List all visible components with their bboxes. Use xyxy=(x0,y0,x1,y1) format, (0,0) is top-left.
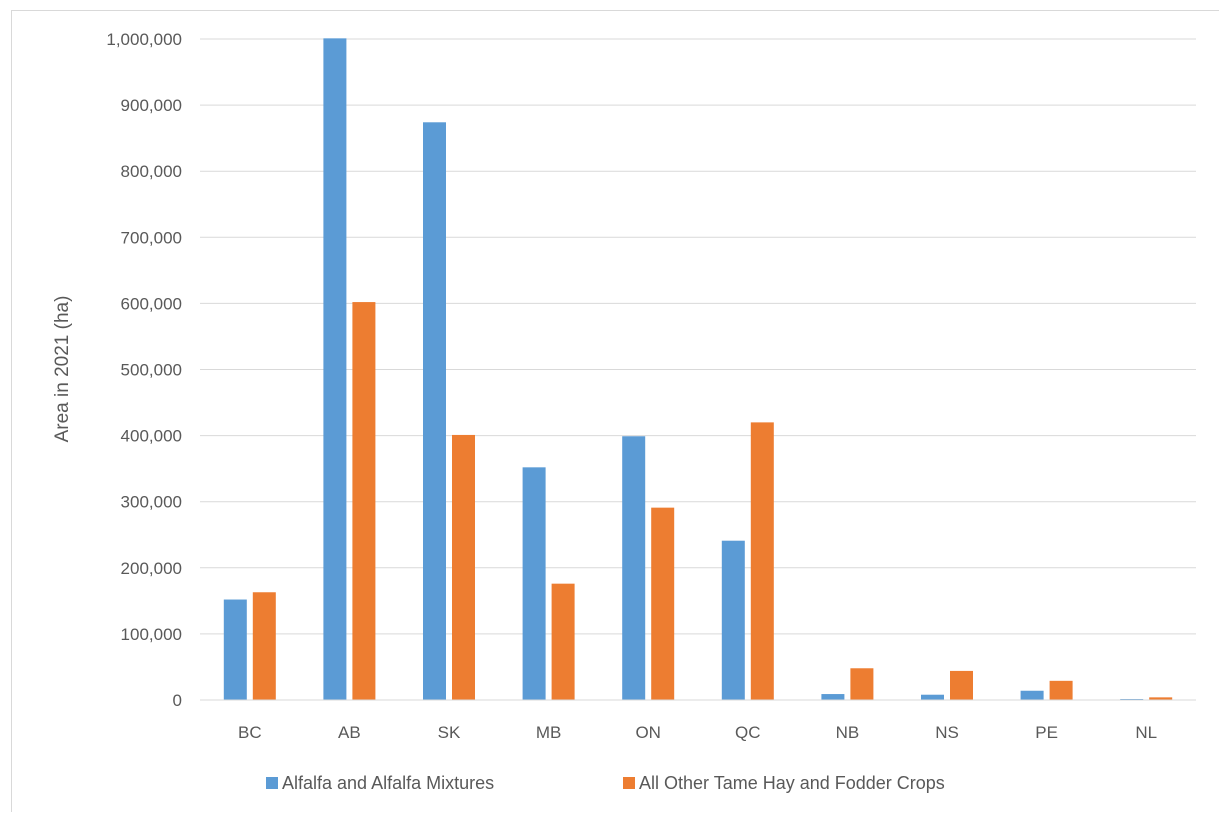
x-tick-label: BC xyxy=(238,723,262,742)
bar-qc-series-2 xyxy=(750,422,774,700)
bar-qc-series-1 xyxy=(721,540,745,700)
bar-ab-series-1 xyxy=(323,38,347,701)
y-tick-label: 600,000 xyxy=(121,294,182,313)
y-tick-label: 0 xyxy=(173,691,182,710)
bar-pe-series-2 xyxy=(1049,680,1073,700)
x-tick-label: SK xyxy=(438,723,461,742)
bar-sk-series-2 xyxy=(452,434,475,700)
y-axis-title: Area in 2021 (ha) xyxy=(52,296,73,443)
bar-pe-series-1 xyxy=(1020,690,1044,700)
bar-mb-series-2 xyxy=(551,583,575,700)
x-tick-label: PE xyxy=(1035,723,1058,742)
x-tick-label: NS xyxy=(935,723,959,742)
bar-on-series-1 xyxy=(622,436,646,700)
y-axis-ticks: 0 100,000 200,000 300,000 400,000 500,000 600,… xyxy=(106,30,182,710)
legend-label: All Other Tame Hay and Fodder Crops xyxy=(639,773,945,793)
bar-nb-series-2 xyxy=(850,668,874,700)
legend-swatch xyxy=(266,777,278,789)
y-tick-label: 1,000,000 xyxy=(106,30,182,49)
y-tick-label: 900,000 xyxy=(121,96,182,115)
x-tick-label: NL xyxy=(1135,723,1157,742)
legend-label: Alfalfa and Alfalfa Mixtures xyxy=(282,773,494,793)
x-tick-label: NB xyxy=(836,723,860,742)
y-tick-label: 200,000 xyxy=(121,559,182,578)
bar-nb-series-1 xyxy=(821,694,845,700)
x-tick-label: QC xyxy=(735,723,761,742)
legend-swatch xyxy=(623,777,635,789)
y-tick-label: 400,000 xyxy=(121,427,182,446)
x-tick-label: AB xyxy=(338,723,361,742)
bars xyxy=(223,38,1173,701)
bar-ns-series-2 xyxy=(950,670,973,700)
y-tick-label: 100,000 xyxy=(121,625,182,644)
bar-ns-series-1 xyxy=(921,694,944,700)
y-tick-label: 500,000 xyxy=(121,361,182,380)
bar-bc-series-2 xyxy=(252,592,276,700)
bar-nl-series-2 xyxy=(1149,697,1173,700)
y-tick-label: 300,000 xyxy=(121,493,182,512)
bar-ab-series-2 xyxy=(352,302,376,700)
x-tick-label: MB xyxy=(536,723,562,742)
bar-on-series-2 xyxy=(651,507,675,700)
legend: Alfalfa and Alfalfa Mixtures All Other Ta… xyxy=(266,773,945,793)
y-tick-label: 700,000 xyxy=(121,228,182,247)
bar-sk-series-1 xyxy=(423,122,446,700)
bar-mb-series-1 xyxy=(522,467,546,700)
chart-frame xyxy=(11,10,1219,812)
gridlines xyxy=(200,38,1196,635)
bar-bc-series-1 xyxy=(223,599,247,700)
x-axis-ticks: BC AB SK MB ON QC NB NS PE NL xyxy=(238,723,1157,742)
x-tick-label: ON xyxy=(635,723,661,742)
y-tick-label: 800,000 xyxy=(121,162,182,181)
